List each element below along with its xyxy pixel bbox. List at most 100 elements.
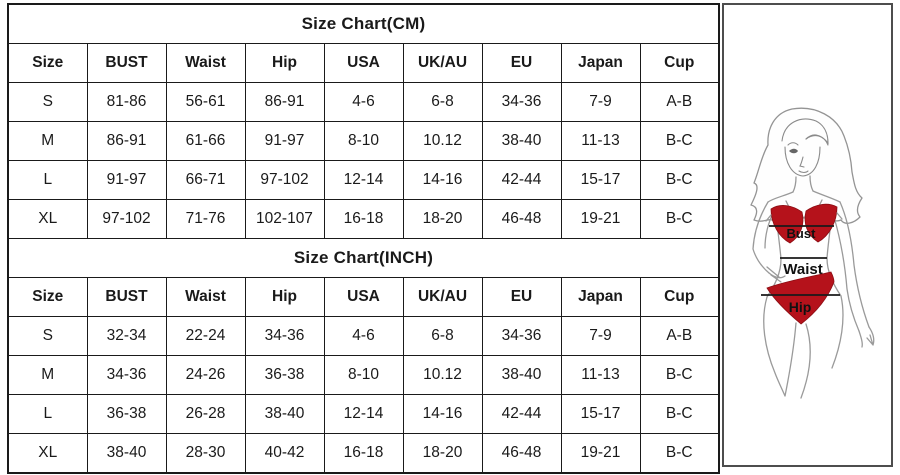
size-cell-usa: 4-6 bbox=[323, 82, 404, 122]
size-cell-cup: B-C bbox=[639, 121, 720, 161]
size-cell-cup: B-C bbox=[639, 199, 720, 239]
size-cell-bust: 86-91 bbox=[86, 121, 167, 161]
size-cell-hip: 34-36 bbox=[244, 316, 325, 356]
size-cell-japan: 11-13 bbox=[560, 355, 641, 395]
figure-right-arm bbox=[833, 201, 870, 332]
measurement-figure-panel: Bust Waist Hip bbox=[722, 3, 893, 467]
size-cell-usa: 16-18 bbox=[323, 433, 404, 474]
size-cell-waist: 28-30 bbox=[165, 433, 246, 474]
size-cell-eu: 38-40 bbox=[481, 355, 562, 395]
column-header-usa: USA bbox=[323, 43, 404, 83]
column-header-uk-au: UK/AU bbox=[402, 43, 483, 83]
hip-label: Hip bbox=[789, 299, 812, 315]
size-cell-bust: 91-97 bbox=[86, 160, 167, 200]
size-cell-hip: 36-38 bbox=[244, 355, 325, 395]
size-cell-size: L bbox=[7, 160, 88, 200]
size-cell-japan: 7-9 bbox=[560, 82, 641, 122]
column-header-cup: Cup bbox=[639, 43, 720, 83]
size-cell-usa: 16-18 bbox=[323, 199, 404, 239]
figure-bikini-top-left-cup bbox=[770, 205, 804, 244]
size-row-cm-s: S 81-86 56-61 86-91 4-6 6-8 34-36 7-9 A-B bbox=[7, 82, 720, 122]
figure-mouth bbox=[798, 170, 809, 174]
size-row-cm-m: M 86-91 61-66 91-97 8-10 10.12 38-40 11-13 B-C bbox=[7, 121, 720, 161]
figure-eyebrow bbox=[787, 142, 799, 146]
size-cell-size: M bbox=[7, 355, 88, 395]
size-cell-bust: 38-40 bbox=[86, 433, 167, 474]
column-header-eu: EU bbox=[481, 43, 562, 83]
size-cell-bust: 32-34 bbox=[86, 316, 167, 356]
size-cell-eu: 46-48 bbox=[481, 433, 562, 474]
size-cell-japan: 15-17 bbox=[560, 160, 641, 200]
column-header-cup: Cup bbox=[639, 277, 720, 317]
size-cell-bust: 34-36 bbox=[86, 355, 167, 395]
column-header-size: Size bbox=[7, 277, 88, 317]
size-cell-usa: 12-14 bbox=[323, 394, 404, 434]
size-cell-usa: 4-6 bbox=[323, 316, 404, 356]
column-header-hip: Hip bbox=[244, 43, 325, 83]
size-cell-size: L bbox=[7, 394, 88, 434]
size-cell-bust: 36-38 bbox=[86, 394, 167, 434]
section-title-cm: Size Chart(CM) bbox=[7, 3, 720, 44]
size-cell-eu: 42-44 bbox=[481, 160, 562, 200]
column-header-japan: Japan bbox=[560, 277, 641, 317]
size-cell-hip: 86-91 bbox=[244, 82, 325, 122]
figure-nose bbox=[799, 156, 805, 168]
figure-eye bbox=[789, 148, 798, 154]
size-row-cm-l: L 91-97 66-71 97-102 12-14 14-16 42-44 15-17 B-C bbox=[7, 160, 720, 200]
size-cell-size: S bbox=[7, 82, 88, 122]
figure-bikini-side-ties bbox=[765, 212, 843, 222]
size-cell-uk-au: 6-8 bbox=[402, 316, 483, 356]
size-cell-uk-au: 18-20 bbox=[402, 433, 483, 474]
size-cell-size: XL bbox=[7, 433, 88, 474]
size-cell-japan: 11-13 bbox=[560, 121, 641, 161]
waist-label: Waist bbox=[783, 261, 822, 278]
size-cell-usa: 12-14 bbox=[323, 160, 404, 200]
figure-bikini-bottom bbox=[766, 271, 835, 325]
size-cell-bust: 81-86 bbox=[86, 82, 167, 122]
size-cell-hip: 102-107 bbox=[244, 199, 325, 239]
size-cell-cup: B-C bbox=[639, 433, 720, 474]
size-cell-japan: 15-17 bbox=[560, 394, 641, 434]
size-row-inch-m: M 34-36 24-26 36-38 8-10 10.12 38-40 11-13 B-C bbox=[7, 355, 720, 395]
size-cell-usa: 8-10 bbox=[323, 121, 404, 161]
size-cell-size: M bbox=[7, 121, 88, 161]
figure-hair bbox=[750, 107, 863, 224]
size-cell-uk-au: 6-8 bbox=[402, 82, 483, 122]
column-header-waist: Waist bbox=[165, 43, 246, 83]
figure-neck bbox=[792, 175, 814, 193]
size-row-cm-xl: XL 97-102 71-76 102-107 16-18 18-20 46-48 19-21… bbox=[7, 199, 720, 239]
size-cell-waist: 61-66 bbox=[165, 121, 246, 161]
figure-face-outline bbox=[784, 146, 821, 177]
size-row-inch-l: L 36-38 26-28 38-40 12-14 14-16 42-44 15-17 B-C bbox=[7, 394, 720, 434]
figure-bangs-swoosh bbox=[805, 135, 829, 146]
size-cell-cup: B-C bbox=[639, 355, 720, 395]
figure-legs bbox=[763, 295, 844, 399]
size-cell-uk-au: 10.12 bbox=[402, 121, 483, 161]
size-cell-japan: 19-21 bbox=[560, 433, 641, 474]
size-cell-hip: 38-40 bbox=[244, 394, 325, 434]
size-cell-eu: 34-36 bbox=[481, 82, 562, 122]
size-row-inch-xl: XL 38-40 28-30 40-42 16-18 18-20 46-48 19-21 B-C bbox=[7, 433, 720, 474]
figure-right-hand bbox=[858, 326, 875, 348]
figure-bangs bbox=[781, 118, 829, 145]
size-cell-cup: A-B bbox=[639, 316, 720, 356]
size-cell-cup: B-C bbox=[639, 394, 720, 434]
size-row-inch-s: S 32-34 22-24 34-36 4-6 6-8 34-36 7-9 A-B bbox=[7, 316, 720, 356]
size-cell-japan: 19-21 bbox=[560, 199, 641, 239]
size-cell-eu: 38-40 bbox=[481, 121, 562, 161]
size-cell-waist: 22-24 bbox=[165, 316, 246, 356]
size-cell-waist: 66-71 bbox=[165, 160, 246, 200]
section-title-inch: Size Chart(INCH) bbox=[7, 238, 720, 278]
column-header-usa: USA bbox=[323, 277, 404, 317]
size-cell-eu: 34-36 bbox=[481, 316, 562, 356]
size-chart-table: Size Chart(CM) Size BUST Waist Hip USA UK/AU EU… bbox=[7, 3, 720, 474]
size-cell-uk-au: 18-20 bbox=[402, 199, 483, 239]
size-cell-uk-au: 14-16 bbox=[402, 394, 483, 434]
bust-label: Bust bbox=[787, 226, 817, 241]
column-header-size: Size bbox=[7, 43, 88, 83]
size-cell-waist: 71-76 bbox=[165, 199, 246, 239]
column-header-bust: BUST bbox=[86, 277, 167, 317]
size-cell-size: S bbox=[7, 316, 88, 356]
size-cell-uk-au: 14-16 bbox=[402, 160, 483, 200]
